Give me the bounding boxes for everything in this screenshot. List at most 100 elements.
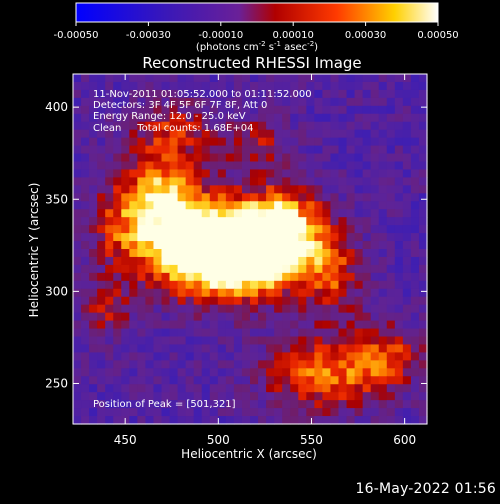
heatmap-cell xyxy=(81,312,90,322)
heatmap-cell xyxy=(89,193,98,202)
heatmap-cell xyxy=(177,137,187,147)
heatmap-cell xyxy=(378,320,388,330)
heatmap-cell xyxy=(145,352,155,361)
heatmap-cell xyxy=(121,336,130,346)
heatmap-cell xyxy=(370,352,380,361)
heatmap-cell xyxy=(81,74,90,83)
heatmap-cell xyxy=(89,304,98,314)
heatmap-cell xyxy=(290,113,299,123)
heatmap-cell xyxy=(386,264,396,274)
heatmap-cell xyxy=(394,153,404,163)
heatmap-cell xyxy=(185,113,195,123)
heatmap-cell xyxy=(193,264,203,274)
heatmap-cell xyxy=(161,320,171,330)
heatmap-cell xyxy=(177,105,187,115)
heatmap-cell xyxy=(250,416,259,425)
heatmap-cell xyxy=(418,233,428,242)
heatmap-cell xyxy=(201,145,211,155)
heatmap-cell xyxy=(418,304,428,314)
heatmap-cell xyxy=(105,416,114,425)
heatmap-cell xyxy=(161,400,171,409)
heatmap-cell xyxy=(322,201,332,210)
heatmap-cell xyxy=(402,320,412,330)
heatmap-cell xyxy=(418,169,428,178)
heatmap-cell xyxy=(258,249,267,258)
heatmap-cell xyxy=(73,153,82,163)
heatmap-cell xyxy=(250,384,259,393)
heatmap-cell xyxy=(97,272,106,282)
heatmap-cell xyxy=(362,376,372,385)
heatmap-cell xyxy=(314,233,324,242)
heatmap-cell xyxy=(233,249,243,258)
heatmap-cell xyxy=(225,288,235,298)
heatmap-cell xyxy=(338,185,348,194)
heatmap-cell xyxy=(137,209,147,218)
heatmap-cell xyxy=(177,280,187,290)
heatmap-cell xyxy=(233,217,243,226)
heatmap-cell xyxy=(185,241,195,250)
heatmap-cell xyxy=(121,217,130,226)
heatmap-cell xyxy=(290,201,299,210)
heatmap-cell xyxy=(306,169,315,178)
heatmap-cell xyxy=(266,113,275,123)
heatmap-cell xyxy=(346,113,356,123)
heatmap-cell xyxy=(346,177,356,186)
heatmap-cell xyxy=(250,153,259,163)
heatmap-cell xyxy=(314,209,324,218)
heatmap-cell xyxy=(145,89,155,99)
heatmap-cell xyxy=(282,81,291,91)
heatmap-cell xyxy=(346,145,356,155)
heatmap-cell xyxy=(402,376,412,385)
heatmap-cell xyxy=(394,145,404,155)
heatmap-cell xyxy=(233,89,243,99)
heatmap-cell xyxy=(81,129,90,139)
heatmap-cell xyxy=(169,392,179,401)
heatmap-cell xyxy=(402,169,412,178)
heatmap-cell xyxy=(370,360,380,369)
heatmap-cell xyxy=(169,209,179,218)
heatmap-cell xyxy=(97,368,106,377)
heatmap-cell xyxy=(274,105,283,115)
heatmap-cell xyxy=(354,209,364,218)
heatmap-cell xyxy=(338,193,348,202)
heatmap-cell xyxy=(169,288,179,298)
heatmap-cell xyxy=(137,241,147,250)
heatmap-cell xyxy=(209,328,219,338)
heatmap-cell xyxy=(105,352,114,361)
heatmap-cell xyxy=(410,400,420,409)
heatmap-cell xyxy=(378,209,388,218)
heatmap-cell xyxy=(73,145,82,155)
heatmap-cell xyxy=(209,384,219,393)
heatmap-cell xyxy=(266,376,275,385)
heatmap-cell xyxy=(330,201,340,210)
heatmap-cell xyxy=(225,304,235,314)
heatmap-cell xyxy=(81,344,90,353)
heatmap-cell xyxy=(81,304,90,314)
heatmap-cell xyxy=(354,153,364,163)
heatmap-cell xyxy=(298,161,307,171)
heatmap-cell xyxy=(81,153,90,163)
heatmap-cell xyxy=(113,400,122,409)
heatmap-cell xyxy=(314,384,324,393)
heatmap-cell xyxy=(233,360,243,369)
heatmap-cell xyxy=(418,241,428,250)
heatmap-cell xyxy=(330,129,340,139)
heatmap-cell xyxy=(105,161,114,171)
heatmap-cell xyxy=(161,288,171,298)
heatmap-cell xyxy=(394,416,404,425)
heatmap-cell xyxy=(314,312,324,322)
heatmap-cell xyxy=(266,408,275,417)
heatmap-cell xyxy=(113,416,122,425)
heatmap-cell xyxy=(362,185,372,194)
heatmap-cell xyxy=(346,185,356,194)
heatmap-cell xyxy=(97,89,106,99)
heatmap-cell xyxy=(113,113,122,123)
heatmap-cell xyxy=(306,264,315,274)
heatmap-cell xyxy=(105,74,114,83)
heatmap-cell xyxy=(121,209,130,218)
heatmap-cell xyxy=(314,360,324,369)
heatmap-cell xyxy=(185,416,195,425)
heatmap-cell xyxy=(89,328,98,338)
heatmap-cell xyxy=(217,97,227,107)
